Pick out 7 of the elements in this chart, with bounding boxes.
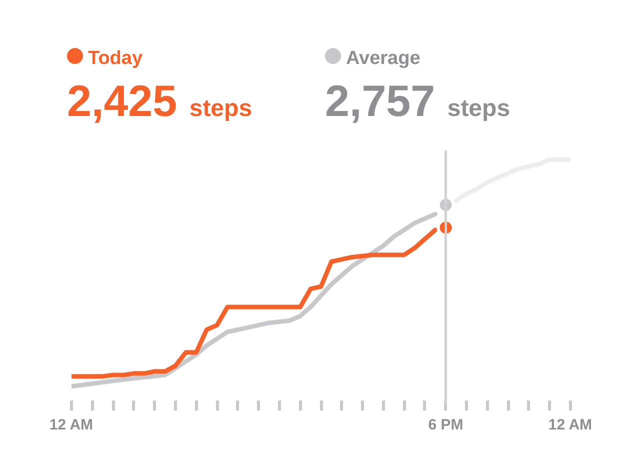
legend-label: Today <box>87 47 144 71</box>
x-tick-label: 12 AM <box>49 416 94 434</box>
x-tick-label: 6 PM <box>428 416 464 434</box>
x-tick-label: 12 AM <box>548 416 592 434</box>
text: 2,757 steps <box>325 77 510 126</box>
legend-label: Average <box>345 47 422 71</box>
text: 2,425 steps <box>67 77 252 126</box>
